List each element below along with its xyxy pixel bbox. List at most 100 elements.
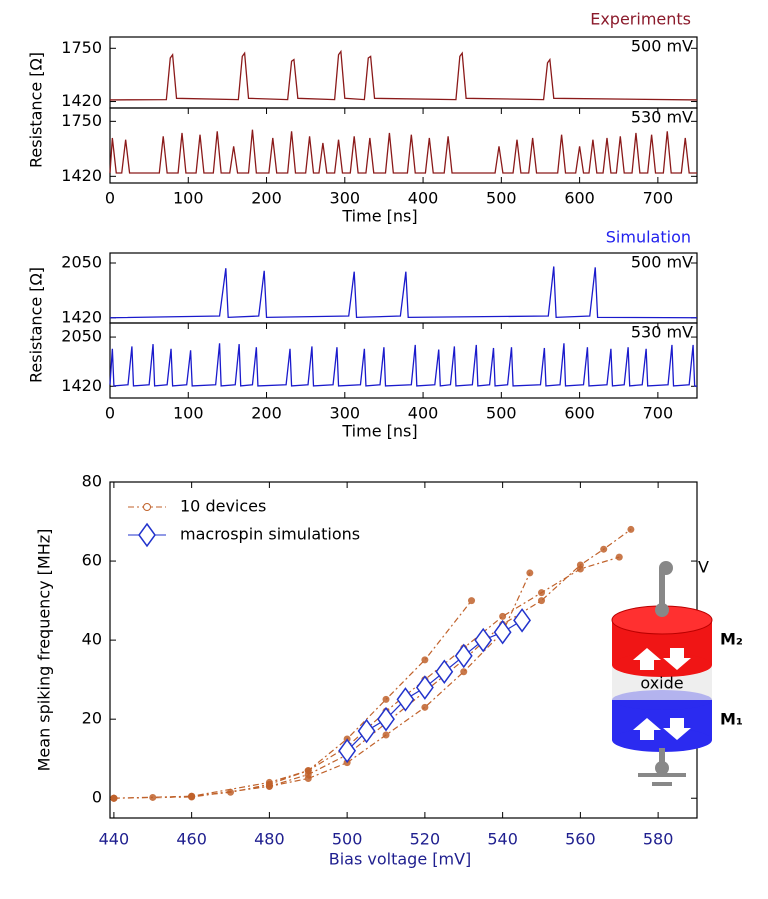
data-point	[538, 597, 546, 605]
series-line	[109, 129, 697, 174]
annotation: 500 mV	[631, 37, 693, 56]
data-point	[382, 695, 390, 703]
terminal	[655, 761, 669, 775]
x-tick-label: 580	[643, 830, 674, 849]
label-v: V	[698, 558, 709, 577]
y-tick-label: 1750	[61, 38, 102, 57]
x-tick-label: 700	[643, 404, 674, 423]
x-tick-label: 200	[251, 404, 282, 423]
plot-frame	[109, 36, 698, 109]
x-tick-label: 500	[486, 404, 517, 423]
y-tick-label: 1420	[61, 91, 102, 110]
x-tick-label: 300	[330, 189, 361, 208]
data-point	[615, 553, 623, 561]
data-point	[415, 675, 434, 700]
x-tick-label: 0	[105, 189, 115, 208]
arrow-up	[633, 648, 661, 670]
data-point	[377, 706, 395, 732]
oxide-edge	[612, 690, 712, 710]
data-point	[304, 774, 312, 782]
y-tick-label: 1750	[61, 111, 102, 130]
x-tick-label: 600	[564, 404, 595, 423]
chart-title: Simulation	[606, 228, 691, 247]
data-point	[538, 589, 546, 597]
series-line	[109, 266, 698, 319]
y-tick-label: 40	[82, 630, 102, 649]
x-tick-label: 300	[330, 404, 361, 423]
annotation: 530 mV	[631, 108, 693, 127]
data-point	[382, 731, 390, 739]
y-tick-label: 2050	[61, 253, 102, 272]
data-point	[627, 525, 635, 533]
arrow-up	[633, 718, 661, 740]
data-point	[304, 767, 312, 775]
annotation: 500 mV	[631, 253, 693, 272]
x-tick-label: 700	[643, 189, 674, 208]
x-tick-label: 540	[487, 830, 518, 849]
y-axis-label: Mean spiking frequency [MHz]	[35, 529, 54, 772]
label-m1: M₁	[720, 710, 743, 729]
series-line	[346, 619, 523, 752]
plot-frame	[109, 107, 698, 184]
legend-marker	[143, 503, 151, 511]
x-tick-label: 0	[105, 404, 115, 423]
legend-label: macrospin simulations	[180, 525, 360, 544]
x-tick-label: 100	[173, 404, 204, 423]
y-tick-label: 1420	[61, 307, 102, 326]
data-point	[513, 608, 531, 633]
x-tick-label: 460	[176, 830, 207, 849]
x-tick-label: 500	[486, 189, 517, 208]
x-tick-label: 480	[254, 830, 285, 849]
x-tick-label: 400	[408, 189, 439, 208]
y-tick-label: 2050	[61, 327, 102, 346]
y-tick-label: 20	[82, 709, 102, 728]
layer-m1-bottom	[612, 728, 712, 752]
annotation: 530 mV	[631, 323, 693, 342]
data-point	[526, 569, 534, 577]
data-point	[357, 718, 376, 744]
legend-label: 10 devices	[180, 497, 266, 516]
chart-title: Experiments	[590, 10, 691, 29]
arrow-down	[663, 648, 691, 670]
data-point	[435, 659, 454, 685]
plot-frame	[109, 322, 698, 399]
x-tick-label: 200	[251, 189, 282, 208]
data-point	[493, 619, 512, 645]
data-point	[474, 627, 493, 653]
label-oxide: oxide	[640, 674, 683, 693]
x-tick-label: 400	[408, 404, 439, 423]
data-point	[460, 668, 468, 676]
x-tick-label: 560	[565, 830, 596, 849]
data-point	[454, 643, 473, 669]
series-line	[109, 343, 698, 387]
y-tick-label: 80	[82, 472, 102, 491]
y-tick-label: 1420	[61, 376, 102, 395]
x-tick-label: 600	[564, 189, 595, 208]
x-axis-label: Bias voltage [mV]	[329, 850, 472, 869]
y-axis-label: Resistance [Ω]	[27, 267, 46, 383]
x-tick-label: 520	[410, 830, 441, 849]
x-tick-label: 500	[332, 830, 363, 849]
data-point	[396, 687, 415, 712]
x-axis-label: Time [ns]	[341, 422, 417, 441]
arrow-down	[663, 718, 691, 740]
data-point	[149, 793, 157, 801]
series-line	[113, 528, 632, 799]
data-point	[110, 794, 118, 802]
series-line	[109, 49, 698, 101]
legend-marker	[138, 522, 156, 548]
data-point	[600, 545, 608, 553]
x-axis-label: Time [ns]	[341, 207, 417, 226]
data-point	[265, 782, 273, 790]
data-point	[227, 788, 235, 796]
data-point	[499, 612, 507, 620]
x-tick-label: 440	[99, 830, 130, 849]
x-tick-label: 100	[173, 189, 204, 208]
data-point	[188, 793, 196, 801]
data-point	[421, 656, 429, 664]
data-point	[421, 703, 429, 711]
data-point	[468, 597, 476, 605]
